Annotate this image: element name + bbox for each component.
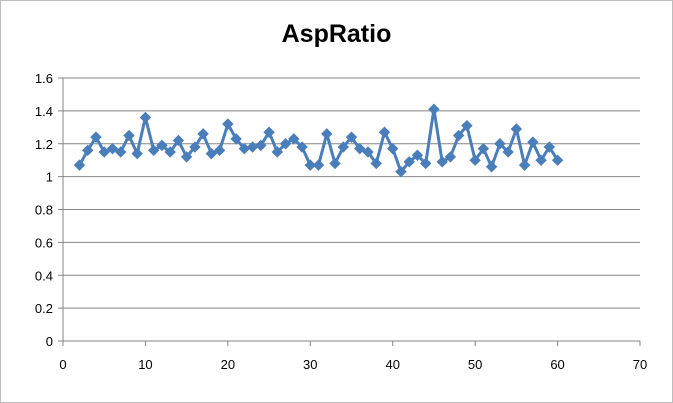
data-point-marker — [98, 146, 110, 158]
x-tick-label: 50 — [468, 357, 482, 372]
data-point-marker — [321, 128, 333, 140]
data-point-marker — [114, 146, 127, 158]
data-point-marker — [551, 154, 564, 166]
data-point-marker — [131, 147, 143, 160]
data-point-marker — [477, 142, 490, 155]
data-point-marker — [197, 128, 209, 140]
x-tick-label: 70 — [633, 357, 647, 372]
data-point-marker — [362, 146, 374, 158]
data-point-marker — [419, 157, 432, 170]
data-point-marker — [510, 123, 523, 135]
x-tick-label: 10 — [138, 357, 152, 372]
y-tick-label: 0.6 — [35, 235, 53, 250]
data-point-marker — [395, 165, 407, 178]
data-point-marker — [90, 131, 102, 143]
data-point-marker — [329, 157, 341, 170]
data-point-marker — [494, 138, 506, 150]
data-point-marker — [279, 138, 292, 150]
data-point-marker — [304, 159, 316, 171]
data-point-marker — [312, 159, 325, 171]
data-point-marker — [222, 118, 234, 130]
y-tick-label: 1.6 — [35, 71, 53, 86]
y-tick-label: 0.4 — [35, 268, 53, 283]
data-point-marker — [387, 142, 399, 155]
data-point-marker — [461, 119, 473, 132]
data-point-marker — [436, 156, 448, 168]
data-point-marker — [271, 146, 284, 158]
data-point-marker — [180, 151, 193, 163]
y-tick-label: 0 — [46, 334, 53, 349]
data-point-marker — [172, 134, 185, 147]
data-point-marker — [288, 133, 300, 145]
data-point-marker — [452, 129, 465, 142]
data-point-marker — [189, 141, 201, 153]
data-point-marker — [444, 151, 457, 163]
data-point-marker — [428, 103, 440, 115]
y-tick-label: 1 — [46, 170, 53, 185]
x-tick-label: 40 — [385, 357, 399, 372]
data-point-marker — [518, 159, 531, 171]
data-point-marker — [543, 141, 556, 153]
data-point-marker — [73, 159, 86, 171]
data-point-marker — [354, 142, 366, 155]
y-tick-label: 1.2 — [35, 137, 53, 152]
chart-title: AspRatio — [281, 20, 392, 48]
data-point-marker — [345, 131, 358, 143]
data-point-marker — [164, 146, 176, 158]
data-point-marker — [82, 144, 94, 157]
data-point-marker — [123, 129, 135, 142]
data-point-marker — [403, 156, 415, 168]
y-tick-label: 0.2 — [35, 301, 53, 316]
x-tick-label: 60 — [550, 357, 564, 372]
data-point-marker — [255, 139, 267, 152]
data-point-marker — [502, 146, 514, 158]
x-tick-label: 0 — [59, 357, 66, 372]
data-point-marker — [139, 111, 152, 124]
y-tick-label: 0.8 — [35, 203, 53, 218]
data-point-marker — [370, 157, 382, 170]
data-point-marker — [378, 126, 391, 138]
data-point-marker — [156, 139, 168, 152]
data-point-marker — [485, 161, 498, 173]
x-tick-label: 30 — [303, 357, 317, 372]
data-point-marker — [213, 144, 226, 157]
data-point-marker — [469, 154, 481, 166]
x-tick-label: 20 — [221, 357, 235, 372]
data-point-marker — [411, 149, 424, 161]
data-point-marker — [263, 126, 275, 138]
y-tick-label: 1.4 — [35, 104, 53, 119]
data-point-marker — [205, 147, 218, 160]
data-point-marker — [230, 133, 242, 145]
data-point-marker — [296, 141, 308, 153]
data-point-marker — [147, 144, 160, 157]
data-point-marker — [337, 141, 349, 153]
data-point-marker — [527, 136, 539, 148]
data-point-marker — [106, 142, 119, 155]
data-point-marker — [535, 154, 547, 166]
